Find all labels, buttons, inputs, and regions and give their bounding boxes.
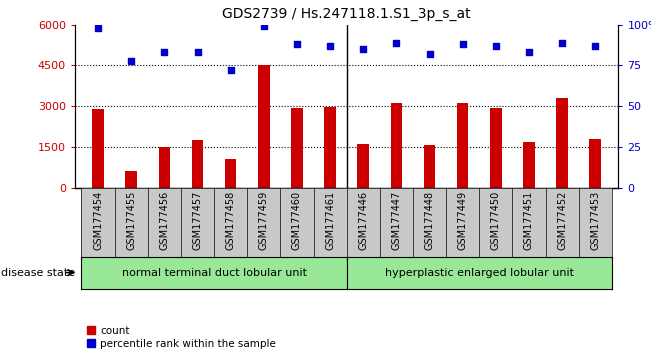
Point [524, 50, 534, 55]
Point [159, 50, 169, 55]
Bar [457, 103, 469, 188]
Bar [557, 98, 568, 188]
Bar [126, 171, 137, 188]
Point [292, 41, 302, 47]
Bar [490, 108, 502, 188]
Text: GSM177446: GSM177446 [358, 191, 368, 250]
Point [358, 46, 368, 52]
Point [590, 43, 600, 49]
Bar [357, 144, 369, 188]
Text: GSM177447: GSM177447 [391, 191, 402, 250]
Bar [291, 108, 303, 188]
Point [93, 25, 104, 31]
Text: GSM177461: GSM177461 [325, 191, 335, 250]
Text: GSM177448: GSM177448 [424, 191, 434, 250]
Point [391, 40, 402, 46]
Point [491, 43, 501, 49]
Text: disease state: disease state [1, 268, 76, 278]
Bar [258, 65, 270, 188]
Bar [159, 147, 170, 188]
Text: GSM177454: GSM177454 [93, 191, 103, 250]
Point [225, 68, 236, 73]
Text: GSM177457: GSM177457 [193, 191, 202, 250]
Bar [324, 107, 336, 188]
Text: GSM177459: GSM177459 [259, 191, 269, 250]
Text: GSM177451: GSM177451 [524, 191, 534, 250]
Bar [92, 109, 104, 188]
Text: GSM177460: GSM177460 [292, 191, 302, 250]
Text: GSM177450: GSM177450 [491, 191, 501, 250]
Text: GSM177458: GSM177458 [226, 191, 236, 250]
Text: GSM177449: GSM177449 [458, 191, 467, 250]
Point [325, 43, 335, 49]
Text: GSM177453: GSM177453 [590, 191, 600, 250]
Bar [523, 142, 534, 188]
Point [458, 41, 468, 47]
Point [126, 58, 137, 63]
Point [557, 40, 567, 46]
Bar [424, 145, 436, 188]
Title: GDS2739 / Hs.247118.1.S1_3p_s_at: GDS2739 / Hs.247118.1.S1_3p_s_at [223, 7, 471, 21]
Text: hyperplastic enlarged lobular unit: hyperplastic enlarged lobular unit [385, 268, 574, 278]
Bar [191, 140, 203, 188]
Text: GSM177455: GSM177455 [126, 191, 136, 250]
Point [258, 24, 269, 29]
Point [192, 50, 202, 55]
Text: GSM177452: GSM177452 [557, 191, 567, 250]
Bar [391, 103, 402, 188]
Bar [225, 159, 236, 188]
Text: GSM177456: GSM177456 [159, 191, 169, 250]
Text: normal terminal duct lobular unit: normal terminal duct lobular unit [122, 268, 307, 278]
Legend: count, percentile rank within the sample: count, percentile rank within the sample [87, 326, 276, 349]
Point [424, 51, 435, 57]
Bar [589, 139, 601, 188]
